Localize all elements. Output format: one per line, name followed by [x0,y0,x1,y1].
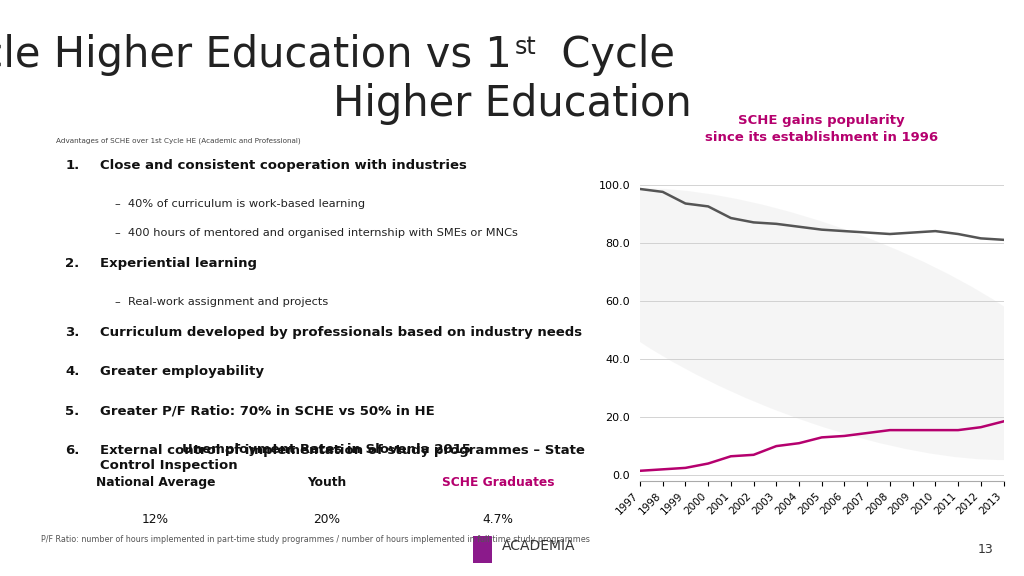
Text: st: st [515,35,537,59]
Text: 6.: 6. [66,445,80,457]
Text: 3.: 3. [66,326,80,339]
Text: Greater P/F Ratio: 70% in SCHE vs 50% in HE: Greater P/F Ratio: 70% in SCHE vs 50% in… [100,405,435,418]
Text: National Average: National Average [95,476,215,489]
Text: 20%: 20% [313,513,340,526]
Text: Short-Cycle Higher Education vs 1: Short-Cycle Higher Education vs 1 [0,35,512,76]
Text: Experiential learning: Experiential learning [100,257,257,270]
Text: Curriculum developed by professionals based on industry needs: Curriculum developed by professionals ba… [100,326,583,339]
Title: SCHE gains popularity
since its establishment in 1996: SCHE gains popularity since its establis… [706,115,938,145]
Text: Unemployment Rates in Slovenia 2015: Unemployment Rates in Slovenia 2015 [182,442,471,456]
Text: 4.: 4. [66,365,80,378]
Text: 5.: 5. [66,405,80,418]
Text: 1.: 1. [66,159,80,172]
Text: 13: 13 [978,543,993,556]
Text: Greater employability: Greater employability [100,365,264,378]
Text: 2.: 2. [66,257,80,270]
Text: Higher Education: Higher Education [333,83,691,124]
Text: Advantages of SCHE over 1st Cycle HE (Academic and Professional): Advantages of SCHE over 1st Cycle HE (Ac… [56,137,301,143]
Text: –  Real-work assignment and projects: – Real-work assignment and projects [115,297,329,306]
Ellipse shape [547,188,1024,460]
Text: Youth: Youth [307,476,346,489]
Text: –  400 hours of mentored and organised internship with SMEs or MNCs: – 400 hours of mentored and organised in… [115,228,518,238]
Text: ACADEMIA: ACADEMIA [502,539,575,553]
Text: Close and consistent cooperation with industries: Close and consistent cooperation with in… [100,159,467,172]
Text: 4.7%: 4.7% [483,513,514,526]
Text: 12%: 12% [142,513,169,526]
Text: SCHE Graduates: SCHE Graduates [442,476,555,489]
Text: External control of implementation of study programmes – State
Control Inspectio: External control of implementation of st… [100,445,586,472]
Text: –  40% of curriculum is work-based learning: – 40% of curriculum is work-based learni… [115,199,366,209]
FancyBboxPatch shape [472,536,493,564]
Text: P/F Ratio: number of hours implemented in part-time study programmes / number of: P/F Ratio: number of hours implemented i… [41,535,590,544]
Text: Cycle: Cycle [548,35,675,76]
